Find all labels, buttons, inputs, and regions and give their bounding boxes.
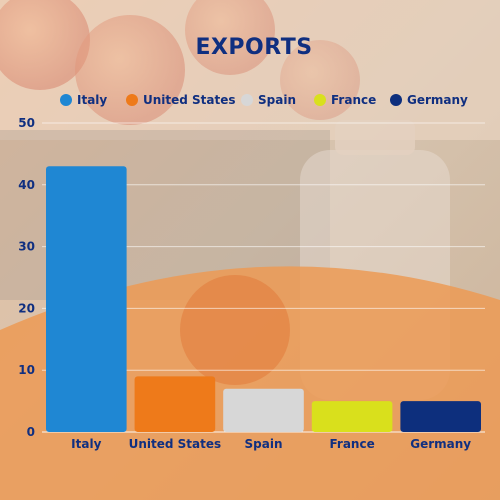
bar-united-states xyxy=(134,376,216,432)
x-tick-label: Spain xyxy=(245,437,283,451)
bar-spain xyxy=(223,388,304,432)
legend-label: United States xyxy=(143,93,236,107)
legend-marker xyxy=(314,94,326,106)
x-tick-label: France xyxy=(329,437,374,451)
y-tick-label: 0 xyxy=(27,425,35,439)
x-axis: Italy United States Spain France Germany xyxy=(71,437,471,451)
legend-marker xyxy=(60,94,72,106)
legend-label: Spain xyxy=(258,93,296,107)
legend-label: Italy xyxy=(77,93,107,107)
y-tick-label: 40 xyxy=(18,178,35,192)
x-tick-label: United States xyxy=(129,437,222,451)
x-tick-label: Italy xyxy=(71,437,101,451)
legend: Italy United States Spain France Germany xyxy=(60,93,468,107)
bar-italy xyxy=(46,166,127,432)
bar-germany xyxy=(400,401,481,432)
bars xyxy=(46,166,481,432)
y-tick-label: 50 xyxy=(18,116,35,130)
legend-item-italy: Italy xyxy=(60,93,107,107)
legend-item-france: France xyxy=(314,93,376,107)
x-tick-label: Germany xyxy=(410,437,471,451)
legend-label: France xyxy=(331,93,376,107)
legend-item-germany: Germany xyxy=(390,93,468,107)
legend-marker xyxy=(126,94,138,106)
chart-title: EXPORTS xyxy=(195,35,312,60)
legend-item-united-states: United States xyxy=(126,93,236,107)
legend-marker xyxy=(390,94,402,106)
y-tick-label: 20 xyxy=(18,301,35,315)
legend-item-spain: Spain xyxy=(241,93,296,107)
y-tick-label: 10 xyxy=(18,363,35,377)
y-tick-label: 30 xyxy=(18,240,35,254)
legend-marker xyxy=(241,94,253,106)
legend-label: Germany xyxy=(407,93,468,107)
bar-france xyxy=(311,401,393,432)
y-axis: 0 10 20 30 40 50 xyxy=(18,116,35,439)
